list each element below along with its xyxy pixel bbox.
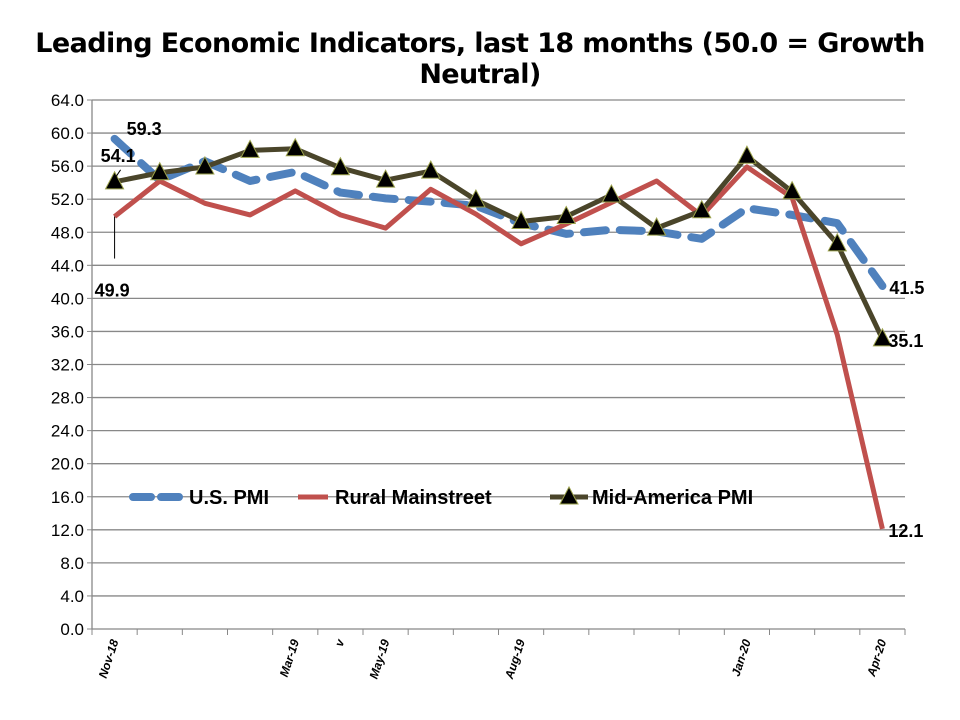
x-tick-label: Nov-18 [96, 637, 122, 680]
data-point-marker [375, 169, 396, 188]
y-tick-label: 64.0 [51, 91, 84, 110]
legend-label: U.S. PMI [189, 487, 269, 509]
y-tick-label: 16.0 [51, 488, 84, 507]
data-label: 49.9 [95, 281, 130, 301]
data-point-marker [556, 205, 577, 225]
x-tick-label: Apr-20 [864, 637, 889, 679]
data-label: 35.1 [888, 331, 923, 351]
data-point-marker [827, 232, 848, 252]
y-tick-label: 52.0 [51, 190, 84, 209]
data-label: 12.1 [888, 521, 923, 541]
y-tick-label: 60.0 [51, 124, 84, 143]
data-point-marker [285, 137, 306, 157]
y-tick-label: 4.0 [60, 587, 84, 606]
data-point-marker [601, 183, 622, 203]
data-point-marker [691, 199, 712, 219]
data-point-marker [511, 210, 531, 230]
legend-label: Mid-America PMI [592, 487, 753, 509]
data-point-marker [646, 217, 667, 236]
y-tick-label: 12.0 [51, 521, 84, 540]
data-point-marker [330, 156, 351, 176]
leader-line [114, 169, 121, 180]
y-tick-label: 24.0 [51, 422, 84, 441]
data-point-marker [149, 161, 170, 181]
series-line-2 [114, 146, 885, 340]
data-label: 41.5 [889, 278, 924, 298]
series-line-1 [113, 164, 885, 530]
data-point-marker [420, 160, 441, 179]
y-tick-label: 40.0 [51, 289, 84, 308]
y-tick-label: 0.0 [60, 620, 84, 639]
x-tick-label: Jan-20 [729, 637, 754, 678]
x-tick-label: Aug-19 [502, 637, 528, 681]
x-tick-label: v [332, 636, 348, 648]
data-label: 54.1 [101, 146, 136, 166]
chart-title: Leading Economic Indicators, last 18 mon… [35, 28, 925, 90]
data-point-marker [782, 180, 802, 200]
legend-label: Rural Mainstreet [335, 487, 492, 509]
y-tick-label: 8.0 [60, 554, 84, 573]
data-label: 59.3 [127, 119, 162, 139]
data-point-marker [104, 170, 125, 190]
x-tick-label: Mar-19 [277, 637, 302, 678]
y-tick-label: 48.0 [51, 223, 84, 242]
data-point-marker [872, 327, 893, 347]
y-tick-label: 56.0 [51, 157, 84, 176]
y-tick-label: 44.0 [51, 256, 84, 275]
legend-marker-triangle [559, 485, 579, 505]
series-line-0 [110, 134, 887, 290]
x-tick-label: May-19 [367, 637, 393, 680]
data-point-marker [466, 188, 486, 208]
y-tick-label: 20.0 [51, 455, 84, 474]
data-point-marker [240, 139, 260, 158]
y-tick-label: 32.0 [51, 356, 84, 375]
data-point-marker [195, 155, 215, 175]
data-point-marker [737, 145, 757, 164]
y-tick-label: 28.0 [51, 389, 84, 408]
y-tick-label: 36.0 [51, 322, 84, 341]
